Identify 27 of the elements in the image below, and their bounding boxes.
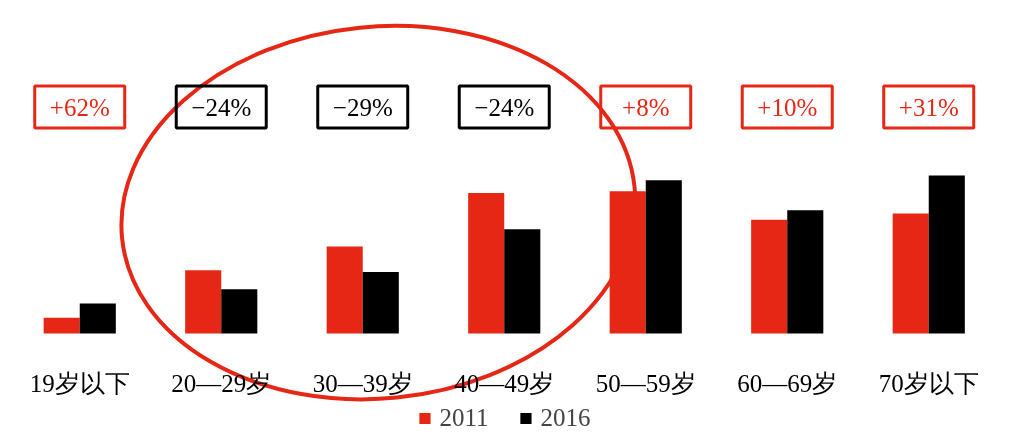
text: +8% xyxy=(622,93,670,121)
legend-label: 2016 xyxy=(540,404,591,432)
bar xyxy=(892,213,929,334)
bar xyxy=(468,192,505,334)
legend-label: 2011 xyxy=(439,404,489,432)
text: +10% xyxy=(757,93,818,121)
bar xyxy=(79,303,116,334)
text: +62% xyxy=(49,93,110,121)
text: +31% xyxy=(898,93,959,121)
bar xyxy=(928,175,965,334)
text: −24% xyxy=(191,93,252,121)
bar xyxy=(362,271,399,334)
bar xyxy=(326,246,363,334)
x-tick-label: 30—39岁 xyxy=(312,369,413,397)
bar xyxy=(504,229,541,334)
bar xyxy=(787,210,824,334)
x-tick-label: 60—69岁 xyxy=(737,369,838,397)
bar xyxy=(645,180,682,334)
x-tick-label: 19岁以下 xyxy=(29,369,130,397)
bar xyxy=(221,289,258,334)
bar xyxy=(751,219,788,334)
text: −24% xyxy=(474,93,535,121)
x-tick-label: 70岁以下 xyxy=(878,369,979,397)
text: −29% xyxy=(332,93,393,121)
bar xyxy=(185,270,222,334)
bar xyxy=(43,317,80,334)
x-tick-label: 50—59岁 xyxy=(595,369,696,397)
